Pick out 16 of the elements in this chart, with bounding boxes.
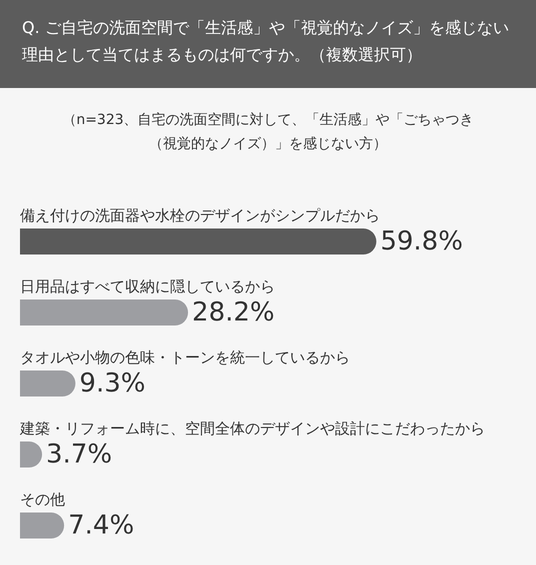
y-tick-label: タオルや小物の色味・トーンを統一しているから: [20, 348, 350, 366]
y-tick-label: 日用品はすべて収納に隠しているから: [20, 278, 275, 296]
data-label: 3.7%: [46, 440, 112, 470]
chart-title: Q. ご自宅の洗面空間で「生活感」や「視覚的なノイズ」を感じない理由として当てはまるものは何ですか。（複数選択可）: [0, 0, 536, 88]
y-tick-label: 備え付けの洗面器や水栓のデザインがシンプルだから: [20, 206, 380, 224]
y-tick-label: その他: [20, 490, 65, 508]
y-tick-label: 建築・リフォーム時に、空間全体のデザインや設計にこだわったから: [19, 420, 485, 438]
data-label: 59.8%: [380, 226, 463, 256]
bar: [20, 228, 376, 254]
bar: [20, 512, 64, 538]
data-label: 28.2%: [192, 298, 275, 328]
bar: [20, 370, 76, 396]
bar: [20, 300, 188, 326]
chart-subtitle: （n=323、自宅の洗面空間に対して、「生活感」や「ごちゃつき（視覚的なノイズ）」を感じない方）: [61, 111, 475, 154]
data-label: 7.4%: [68, 510, 134, 540]
data-label: 9.3%: [79, 368, 146, 398]
